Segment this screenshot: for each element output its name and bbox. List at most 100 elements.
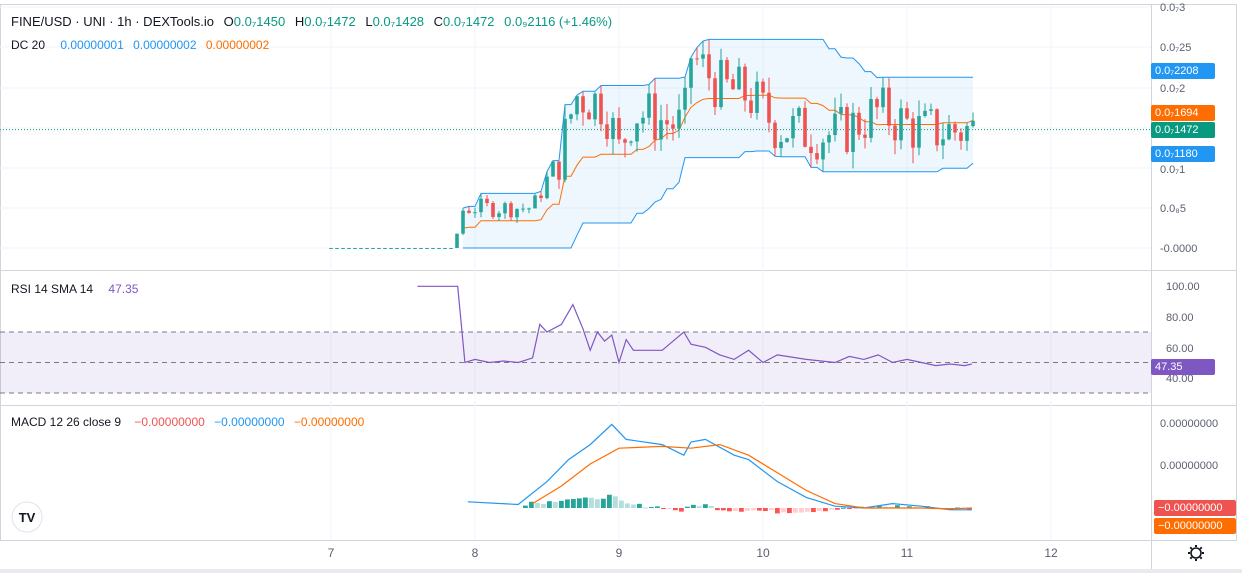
macd-histogram-bar bbox=[727, 508, 732, 512]
time-tick-label: 12 bbox=[1044, 546, 1058, 560]
rsi-line bbox=[417, 285, 972, 367]
macd-histogram-bar bbox=[601, 498, 606, 508]
candle-body bbox=[653, 93, 657, 140]
candle-body bbox=[503, 203, 507, 214]
macd-histogram-bar bbox=[715, 508, 720, 511]
macd-histogram-bar bbox=[523, 505, 528, 508]
price-tick-label: 0.0₈5 bbox=[1160, 203, 1186, 215]
macd-histogram-bar bbox=[619, 500, 624, 508]
candle-body bbox=[365, 248, 369, 249]
candle-body bbox=[953, 124, 957, 133]
rsi-legend[interactable]: RSI 14 SMA 14 47.35 bbox=[11, 282, 144, 296]
candle-body bbox=[929, 109, 933, 111]
dc-basis-value: 0.00000002 bbox=[205, 38, 270, 52]
time-axis[interactable]: 7 8 9 10 11 12 bbox=[328, 546, 1058, 560]
candle-body bbox=[707, 54, 711, 79]
candle-body bbox=[869, 99, 873, 138]
dc-legend[interactable]: DC 20 0.00000001 0.00000002 0.00000002 bbox=[11, 38, 275, 52]
price-tick-label: 0.0₇1 bbox=[1160, 164, 1185, 176]
rsi-tick-label: 40.00 bbox=[1166, 373, 1194, 385]
macd-legend[interactable]: MACD 12 26 close 9 −0.00000000 −0.000000… bbox=[11, 415, 370, 429]
macd-histogram-bar bbox=[769, 508, 774, 510]
price-tick-label: 0.0₇25 bbox=[1160, 42, 1191, 54]
macd-histogram-bar bbox=[883, 506, 888, 508]
price-tick-label: 0.0₇3 bbox=[1160, 2, 1185, 14]
candle-body bbox=[761, 81, 765, 93]
macd-axis[interactable]: 0.00000000 0.00000000 bbox=[1160, 418, 1218, 472]
candle-body bbox=[425, 248, 429, 249]
rsi-current-label: 47.35 bbox=[1151, 359, 1215, 375]
macd-histogram-bar bbox=[541, 504, 546, 508]
signal-line bbox=[532, 443, 972, 510]
candle-body bbox=[881, 87, 885, 108]
candle-body bbox=[419, 248, 423, 249]
candle-body bbox=[401, 248, 405, 249]
logo-text: TV bbox=[19, 510, 36, 525]
candle-body bbox=[815, 153, 819, 160]
candle-body bbox=[605, 124, 609, 139]
macd-histogram-bar bbox=[661, 508, 666, 509]
macd-histogram-bar bbox=[625, 503, 630, 508]
candle-body bbox=[569, 114, 573, 119]
donchian-channel bbox=[462, 38, 974, 249]
candlestick-series bbox=[329, 39, 975, 249]
candle-body bbox=[635, 123, 639, 142]
candle-body bbox=[395, 248, 399, 249]
macd-histogram-bar bbox=[685, 506, 690, 508]
candle-body bbox=[917, 116, 921, 148]
time-tick-label: 9 bbox=[616, 546, 623, 560]
candle-body bbox=[725, 59, 729, 80]
macd-histogram-bar bbox=[631, 504, 636, 508]
symbol-legend[interactable]: FINE/USD · UNI · 1h · DEXTools.io O0.0₇1… bbox=[11, 14, 618, 29]
candle-body bbox=[587, 112, 591, 120]
candle-body bbox=[473, 212, 477, 214]
candle-body bbox=[335, 248, 339, 249]
time-tick-label: 7 bbox=[328, 546, 335, 560]
candle-body bbox=[611, 117, 615, 139]
candle-body bbox=[713, 78, 717, 108]
macd-histogram-bar bbox=[679, 508, 684, 512]
candle-body bbox=[629, 141, 633, 143]
candle-body bbox=[359, 248, 363, 249]
macd-histogram-bar bbox=[577, 498, 582, 508]
candle-body bbox=[785, 138, 789, 142]
macd-histogram-bar bbox=[841, 507, 846, 509]
l-value: 0.0₇1428 bbox=[372, 14, 425, 29]
macd-histogram-bar bbox=[721, 508, 726, 511]
price-axis[interactable]: 0.0₇3 0.0₇25 0.0₇2 0.0₇1 0.0₈5 -0.0000 bbox=[1160, 2, 1197, 255]
candle-body bbox=[539, 195, 543, 199]
macd-histogram-bar bbox=[613, 496, 618, 508]
macd-histogram-bar bbox=[757, 508, 762, 511]
candle-body bbox=[935, 109, 939, 146]
last-price-label: 0.0₇1472 bbox=[1151, 122, 1215, 138]
change-value: 0.0₉2116 (+1.46%) bbox=[504, 14, 613, 29]
candle-body bbox=[521, 208, 525, 210]
tradingview-logo[interactable]: TV bbox=[11, 501, 43, 533]
candle-body bbox=[461, 210, 465, 234]
candle-body bbox=[665, 120, 669, 125]
macd-histogram-bar bbox=[751, 508, 756, 511]
gear-icon[interactable] bbox=[1188, 545, 1204, 561]
macd-histogram-bar bbox=[559, 500, 564, 508]
candle-body bbox=[641, 117, 645, 124]
macd-histogram-bar bbox=[655, 506, 660, 508]
macd-line bbox=[467, 423, 972, 511]
macd-histogram-bar bbox=[691, 504, 696, 508]
candle-body bbox=[893, 125, 897, 141]
macd-histogram-bar bbox=[709, 505, 714, 508]
dc-lower-value: 0.00000002 bbox=[133, 38, 197, 52]
rsi-tick-label: 100.00 bbox=[1166, 281, 1200, 293]
candle-body bbox=[353, 248, 357, 249]
candle-body bbox=[581, 96, 585, 113]
dc-basis-price-label: 0.0₇1694 bbox=[1151, 105, 1215, 121]
signal-value: −0.00000000 bbox=[293, 415, 365, 429]
price-tick-label: -0.0000 bbox=[1160, 243, 1197, 255]
rsi-axis[interactable]: 100.00 80.00 60.00 40.00 bbox=[1166, 281, 1200, 385]
macd-histogram-bar bbox=[781, 508, 786, 513]
macd-histogram-bar bbox=[583, 497, 588, 508]
pane-borders bbox=[0, 4, 1242, 573]
dc-upper-price-label: 0.0₇2208 bbox=[1151, 63, 1215, 79]
macd-histogram-bar bbox=[895, 505, 900, 508]
candle-body bbox=[527, 208, 531, 210]
o-label: O bbox=[223, 14, 234, 29]
